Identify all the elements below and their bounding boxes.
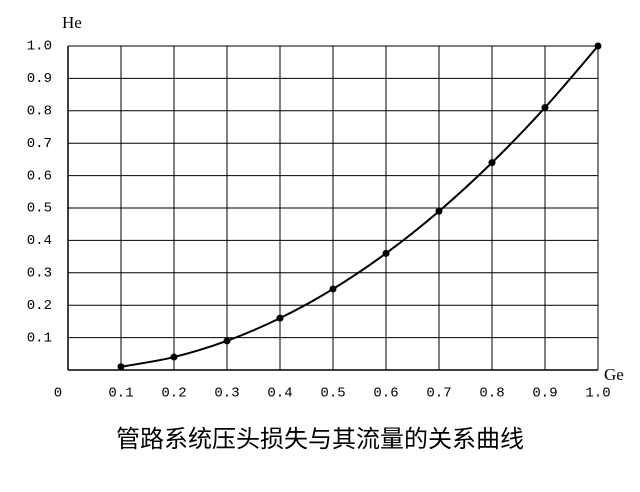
y-tick-label: 0.1: [27, 330, 52, 346]
point: [329, 285, 337, 293]
chart-title: 管路系统压头损失与其流量的关系曲线: [116, 425, 524, 453]
y-tick-label: 0.8: [27, 104, 52, 120]
point: [435, 207, 443, 215]
y-tick-label: 0.5: [27, 201, 52, 217]
x-tick-label: 0: [54, 386, 62, 402]
x-tick-label: 0.2: [161, 386, 186, 402]
x-tick-label: 0.1: [108, 386, 133, 402]
x-tick-label: 0.8: [479, 386, 504, 402]
y-axis-label: He: [62, 13, 82, 32]
x-tick-label: 0.9: [532, 386, 557, 402]
y-tick-label: 0.6: [27, 168, 52, 184]
x-tick-label: 0.7: [426, 386, 451, 402]
x-tick-label: 0.3: [214, 386, 239, 402]
x-tick-label: 0.5: [320, 386, 345, 402]
x-tick-label: 0.6: [373, 386, 398, 402]
line: [120, 45, 599, 368]
point: [276, 314, 284, 322]
point: [223, 337, 231, 345]
point: [488, 159, 496, 167]
point: [170, 353, 178, 361]
y-tick-label: 0.4: [27, 233, 52, 249]
y-tick-label: 0.2: [27, 298, 52, 314]
point: [382, 249, 390, 257]
point: [541, 104, 549, 112]
y-tick-label: 0.3: [27, 266, 52, 282]
x-tick-label: 0.4: [267, 386, 292, 402]
y-tick-label: 0.7: [27, 136, 52, 152]
x-tick-label: 1.0: [585, 386, 610, 402]
y-tick-label: 0.9: [27, 71, 52, 87]
point: [594, 42, 602, 50]
y-tick-label: 1.0: [27, 39, 52, 55]
point: [117, 363, 125, 371]
x-axis-label: Ge: [604, 365, 624, 384]
